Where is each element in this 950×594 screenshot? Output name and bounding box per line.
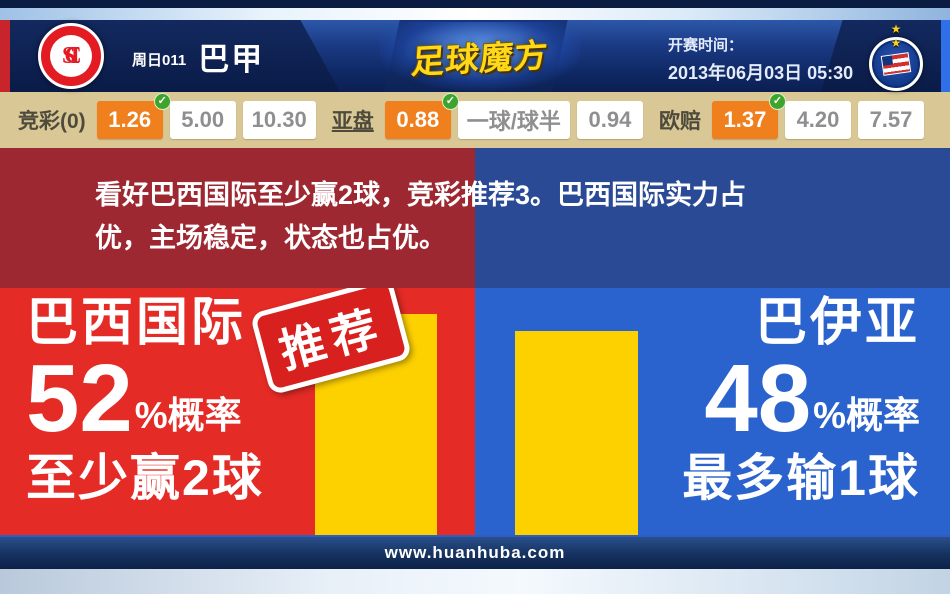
odds-cell-jingcai-draw[interactable]: 5.00: [169, 101, 236, 139]
odds-cell-handicap-away[interactable]: 0.94: [576, 101, 643, 139]
bottom-gradient-strip: [0, 569, 950, 594]
odds-label-jingcai: 竞彩(0): [18, 110, 86, 133]
away-team-flag-icon: [880, 52, 912, 76]
check-icon: ✓: [768, 93, 786, 110]
kickoff-value: 2013年06月03日 05:30: [668, 63, 854, 83]
odds-value: 10.30: [251, 107, 307, 132]
home-panel-text: 巴西国际 52 %概率 至少赢2球: [0, 288, 475, 509]
site-logo-text: 足球魔方: [410, 36, 550, 81]
star-icons: ★ ★: [890, 22, 914, 50]
check-icon: ✓: [153, 93, 171, 110]
away-team-badge-circle: [869, 37, 923, 91]
odds-cell-jingcai-win[interactable]: 1.26 ✓: [96, 93, 171, 139]
odds-cell-euro-draw[interactable]: 4.20: [784, 101, 851, 139]
odds-label-european: 欧赔: [658, 110, 701, 133]
home-probability: 52 %概率: [26, 351, 475, 447]
odds-bar: 竞彩(0) 1.26 ✓ 5.00 10.30 亚盘 0.88 ✓ 一球/球半 …: [0, 92, 950, 148]
league-name: 巴甲: [198, 41, 265, 77]
odds-value: 一球/球半: [466, 109, 561, 134]
home-team-name: 巴西国际: [26, 294, 247, 352]
analysis-text: 看好巴西国际至少赢2球，竞彩推荐3。巴西国际实力占优，主场稳定，状态也占优。: [95, 180, 747, 254]
brand-glow: [380, 22, 580, 90]
away-percent-suffix: %概率: [813, 395, 920, 436]
check-icon: ✓: [441, 93, 459, 110]
home-panel: 推荐 巴西国际 52 %概率 至少赢2球: [0, 288, 475, 535]
top-gradient-strip: [0, 8, 950, 20]
match-info: 周日011 巴甲: [132, 34, 264, 79]
away-panel-text: 巴伊亚 48 %概率 最多输1球: [475, 288, 950, 509]
match-header: SCI 周日011 巴甲 足球魔方 开赛时间： 2013年06月03日 05:3…: [0, 20, 950, 92]
odds-value: 1.26: [108, 107, 152, 132]
away-outcome: 最多输1球: [682, 450, 920, 506]
home-team-monogram-text: SCI: [61, 42, 80, 69]
home-percent-value: 52: [26, 345, 133, 452]
odds-label-asian-handicap: 亚盘: [331, 110, 374, 133]
odds-group-jingcai: 竞彩(0) 1.26 ✓ 5.00 10.30: [18, 93, 316, 139]
odds-cell-euro-lose[interactable]: 7.57: [857, 101, 924, 139]
probability-panels: 推荐 巴西国际 52 %概率 至少赢2球 巴伊亚 48 %概率 最多输1球: [0, 288, 950, 535]
away-probability: 48 %概率: [475, 351, 920, 447]
odds-cell-jingcai-lose[interactable]: 10.30: [242, 101, 316, 139]
odds-group-european: 欧赔 1.37 ✓ 4.20 7.57: [658, 93, 924, 139]
away-probability-bar: [515, 331, 638, 535]
away-panel: 巴伊亚 48 %概率 最多输1球: [475, 288, 950, 535]
home-outcome: 至少赢2球: [26, 450, 264, 506]
away-percent-value: 48: [704, 345, 812, 452]
home-percent-suffix: %概率: [134, 395, 242, 436]
kickoff-time: 开赛时间： 2013年06月03日 05:30: [668, 34, 853, 85]
away-team-name: 巴伊亚: [754, 294, 920, 352]
odds-value: 7.57: [869, 107, 913, 132]
site-url[interactable]: www.huanhuba.com: [384, 543, 566, 562]
analysis-band: 看好巴西国际至少赢2球，竞彩推荐3。巴西国际实力占优，主场稳定，状态也占优。: [0, 148, 950, 288]
odds-value: 0.88: [396, 107, 440, 132]
footer-bar: www.huanhuba.com: [0, 535, 950, 569]
odds-value: 5.00: [181, 107, 225, 132]
site-logo: 足球魔方: [405, 20, 555, 92]
odds-cell-handicap-line[interactable]: 一球/球半: [457, 101, 570, 139]
top-border: [0, 0, 950, 8]
away-team-logo: ★ ★: [860, 22, 932, 92]
odds-cell-euro-win[interactable]: 1.37 ✓: [711, 93, 786, 139]
odds-value: 0.94: [588, 107, 632, 132]
right-edge-accent: [941, 20, 950, 92]
left-edge-accent: [0, 20, 10, 92]
home-team-monogram: SCI: [50, 35, 92, 77]
kickoff-label: 开赛时间：: [668, 37, 744, 54]
odds-value: 4.20: [796, 107, 840, 132]
match-code: 周日011: [132, 51, 187, 69]
odds-group-asian-handicap: 亚盘 0.88 ✓ 一球/球半 0.94: [331, 93, 643, 139]
home-team-logo: SCI: [38, 23, 104, 89]
odds-cell-handicap-home[interactable]: 0.88 ✓: [384, 93, 459, 139]
odds-value: 1.37: [723, 107, 767, 132]
